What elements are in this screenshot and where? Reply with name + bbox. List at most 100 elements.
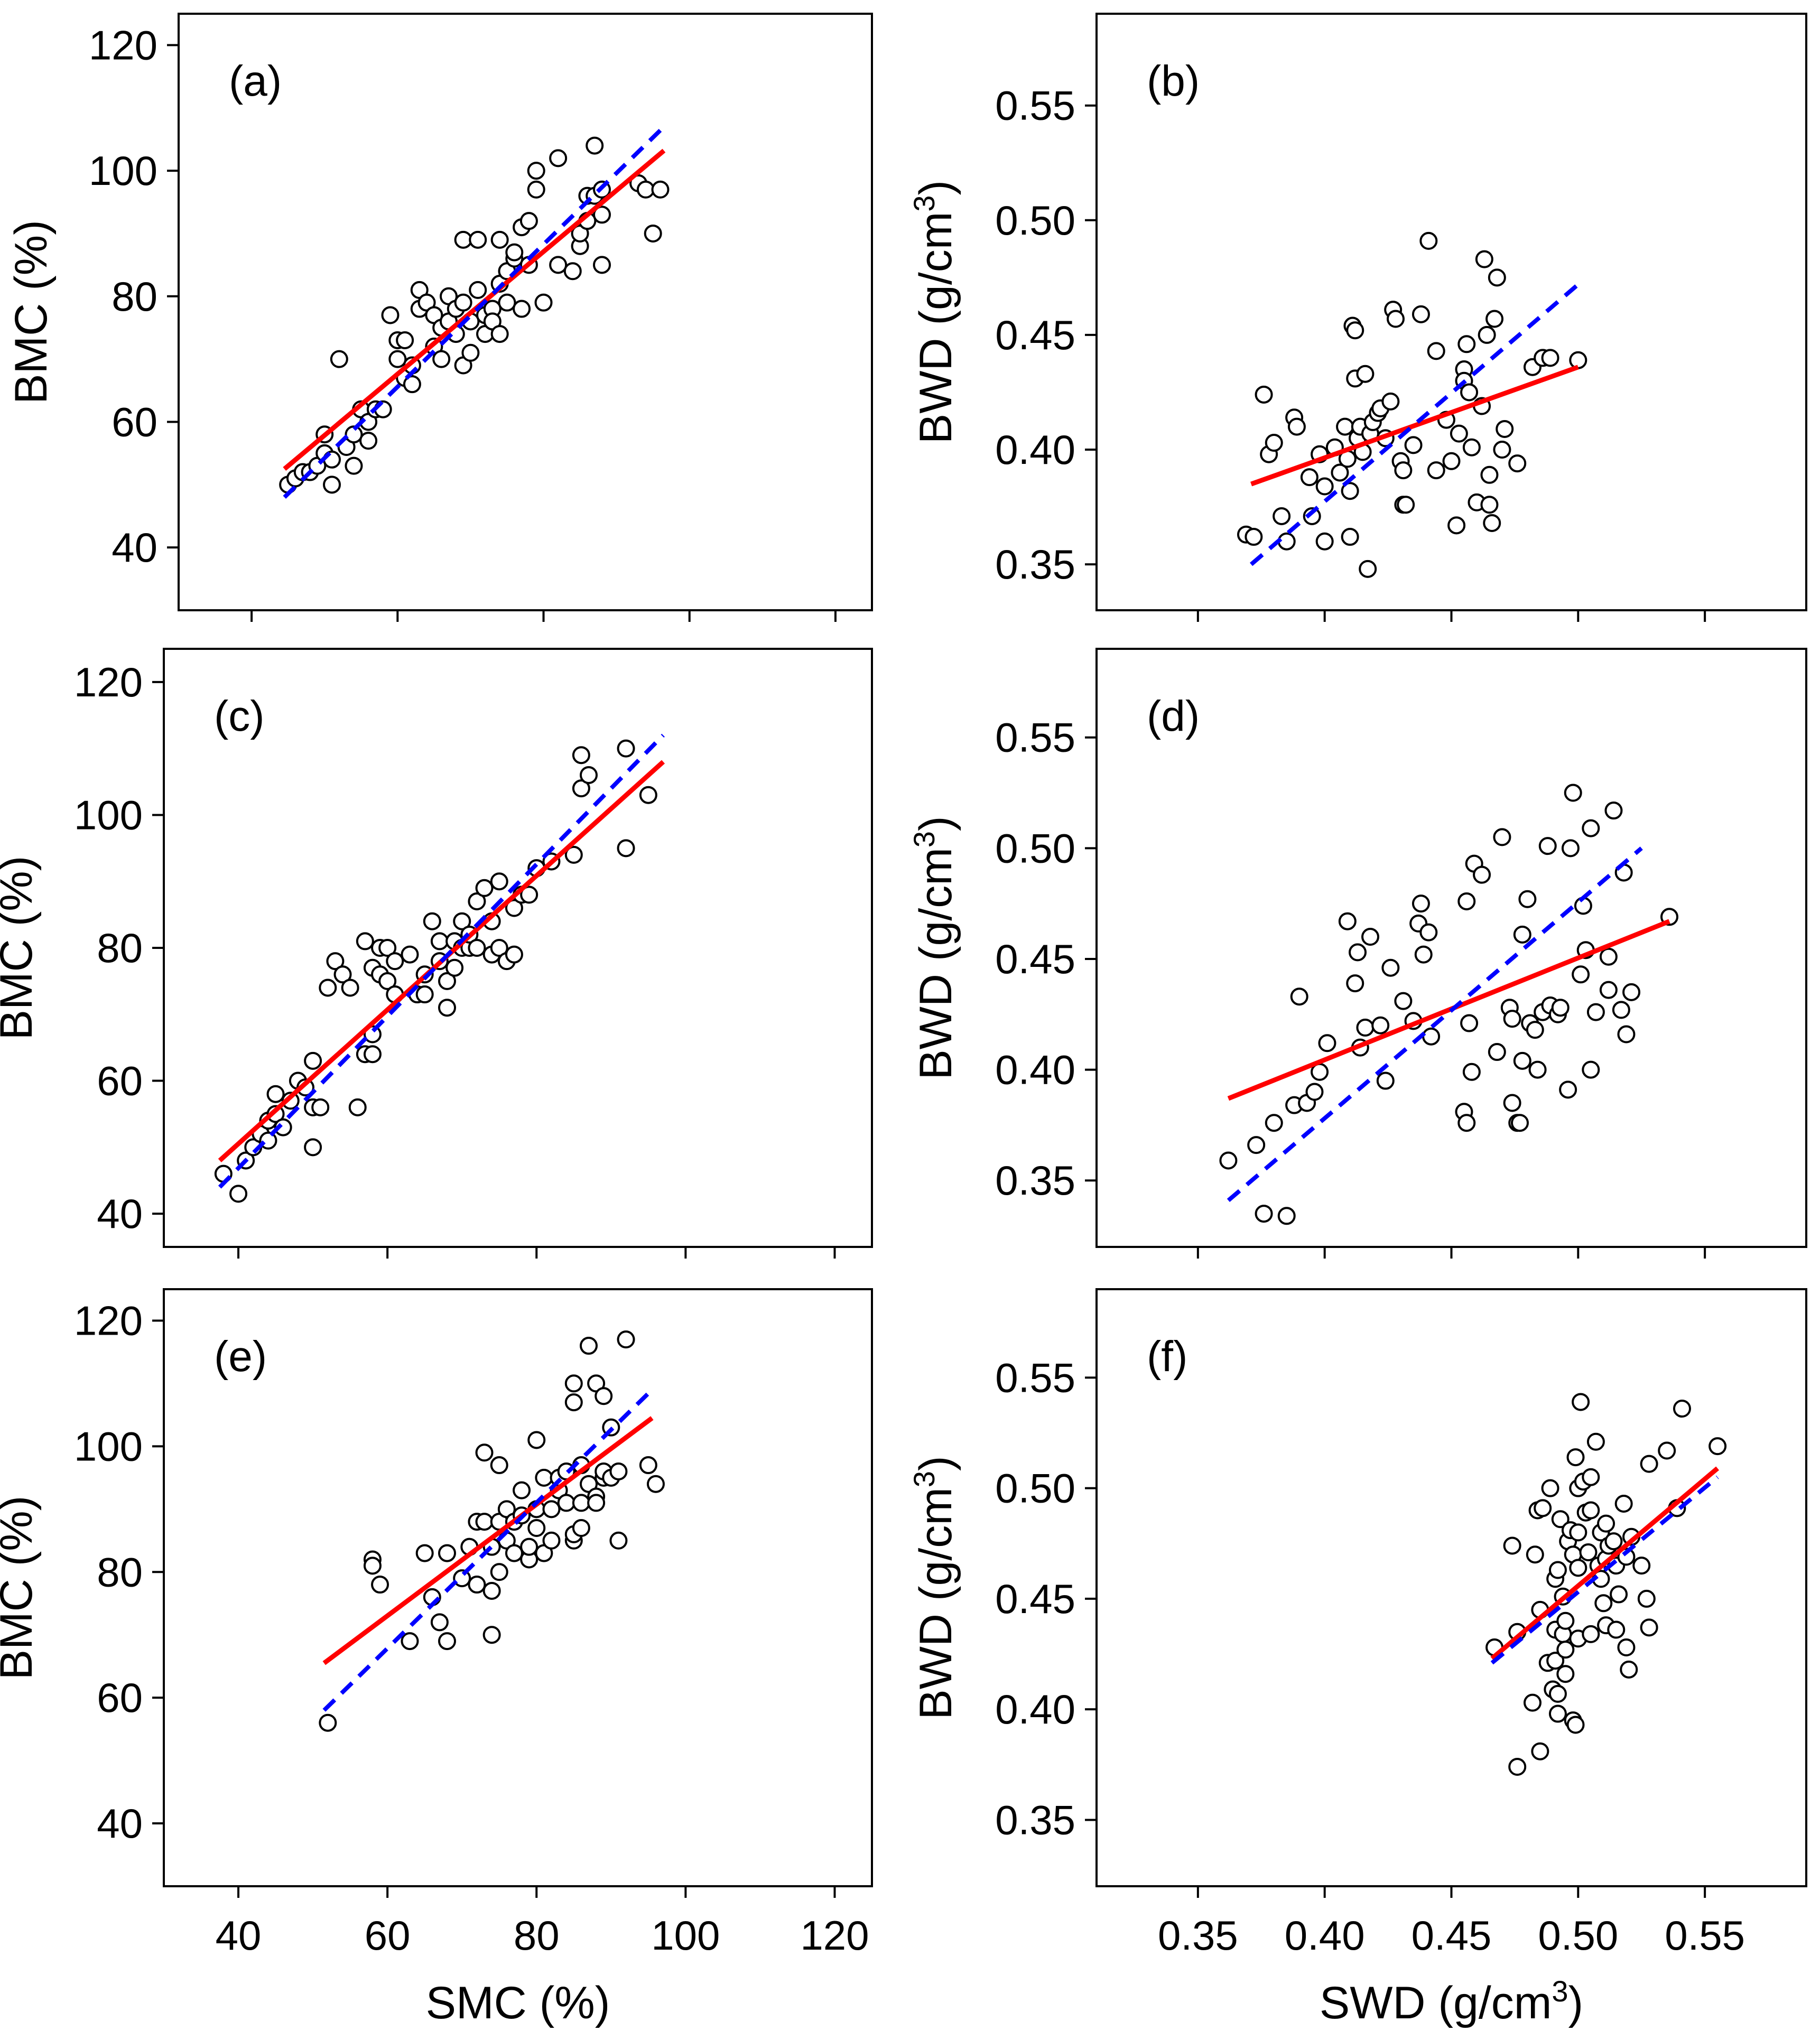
dashed-fit-line <box>1490 1475 1719 1665</box>
data-point <box>1356 365 1375 383</box>
y-tick-label: 0.50 <box>995 825 1075 871</box>
data-point <box>1475 250 1493 268</box>
data-point <box>438 972 456 990</box>
data-point <box>1219 1151 1238 1170</box>
data-point <box>341 979 359 997</box>
data-point <box>1277 1207 1296 1225</box>
data-point <box>1450 424 1468 443</box>
data-point <box>1637 1589 1656 1608</box>
data-point <box>513 1481 531 1499</box>
data-point <box>1265 1114 1283 1132</box>
x-tick-label: 0.55 <box>1665 1912 1745 1959</box>
data-point <box>1551 999 1570 1017</box>
data-point <box>371 1576 389 1594</box>
data-point <box>401 945 419 964</box>
data-point <box>330 350 348 368</box>
data-point <box>1582 1468 1600 1486</box>
data-point <box>639 1456 657 1475</box>
data-point <box>1336 417 1354 436</box>
data-point <box>403 375 421 394</box>
y-axis-label: BMC (%) <box>0 856 42 1040</box>
data-point <box>1462 438 1481 456</box>
solid-fit-line <box>1490 1466 1720 1661</box>
data-point <box>468 939 486 957</box>
data-point <box>266 1085 285 1103</box>
data-point <box>415 985 434 1004</box>
data-point <box>527 180 545 199</box>
data-point <box>1331 463 1349 482</box>
y-axis-label: BWD (g/cm3) <box>907 1456 961 1719</box>
x-tick-label: 100 <box>651 1912 720 1959</box>
data-point <box>490 230 509 249</box>
data-point <box>1604 1532 1623 1551</box>
data-point <box>1513 1051 1531 1070</box>
y-tick-label: 0.35 <box>995 1157 1075 1204</box>
data-point <box>527 1431 546 1449</box>
dashed-fit-line <box>1227 846 1643 1202</box>
x-tick-label: 0.50 <box>1538 1912 1618 1959</box>
data-point <box>1569 1523 1587 1542</box>
data-point <box>1548 1684 1567 1703</box>
data-point <box>345 425 363 444</box>
data-point <box>1493 441 1511 459</box>
data-point <box>549 256 568 274</box>
data-point <box>319 979 337 997</box>
data-point <box>333 965 352 984</box>
data-point <box>490 1456 508 1475</box>
data-point <box>281 1092 300 1110</box>
x-axis-label: SMC (%) <box>426 1978 610 2028</box>
panel-label: (a) <box>229 57 282 105</box>
data-point <box>1612 1001 1630 1019</box>
data-point <box>1508 454 1527 473</box>
data-point <box>1617 1548 1636 1566</box>
plot-frame <box>163 1288 873 1887</box>
x-tick-label: 40 <box>216 1912 262 1959</box>
data-point <box>1381 958 1400 977</box>
data-point <box>1551 1510 1570 1529</box>
data-point <box>1511 1114 1529 1132</box>
data-point <box>348 1098 367 1116</box>
data-point <box>1582 1060 1600 1079</box>
data-point <box>534 293 553 312</box>
data-point <box>381 306 400 324</box>
panel-a: 40 60 80 100 120 BMC (%) (a) <box>6 13 873 622</box>
panel-label: (b) <box>1147 57 1200 105</box>
data-point <box>580 766 598 784</box>
data-point <box>438 1632 456 1651</box>
data-point <box>1546 1652 1565 1670</box>
y-tick-label: 0.55 <box>995 714 1075 761</box>
data-point <box>1404 436 1423 454</box>
data-point <box>505 899 523 917</box>
solid-fit-line <box>322 1416 654 1665</box>
data-point <box>1460 383 1479 402</box>
data-point <box>1341 528 1359 546</box>
data-point <box>1579 1543 1598 1562</box>
data-point <box>586 136 604 155</box>
data-point <box>1287 417 1306 436</box>
y-axis-label: BWD (g/cm3) <box>907 180 961 444</box>
y-tick-label: 0.55 <box>995 1354 1075 1401</box>
data-point <box>1561 839 1580 858</box>
data-point <box>1394 992 1413 1010</box>
y-tick-label: 100 <box>74 1423 143 1469</box>
data-point <box>1556 1665 1575 1683</box>
data-point <box>1513 925 1531 944</box>
data-point <box>1338 912 1357 930</box>
data-point <box>609 1531 628 1550</box>
data-point <box>378 972 397 990</box>
data-point <box>1582 1625 1600 1643</box>
data-point <box>617 839 635 858</box>
data-point <box>1622 983 1641 1001</box>
data-point <box>527 162 545 180</box>
data-point <box>1526 1021 1544 1039</box>
y-tick-label: 80 <box>97 1549 143 1595</box>
data-point <box>326 952 345 971</box>
data-point <box>1376 1072 1395 1090</box>
data-point <box>1556 1641 1575 1659</box>
data-point <box>356 932 374 951</box>
data-point <box>319 1713 337 1732</box>
data-point <box>1708 1437 1727 1456</box>
data-point <box>651 180 670 199</box>
data-point <box>274 1118 292 1136</box>
